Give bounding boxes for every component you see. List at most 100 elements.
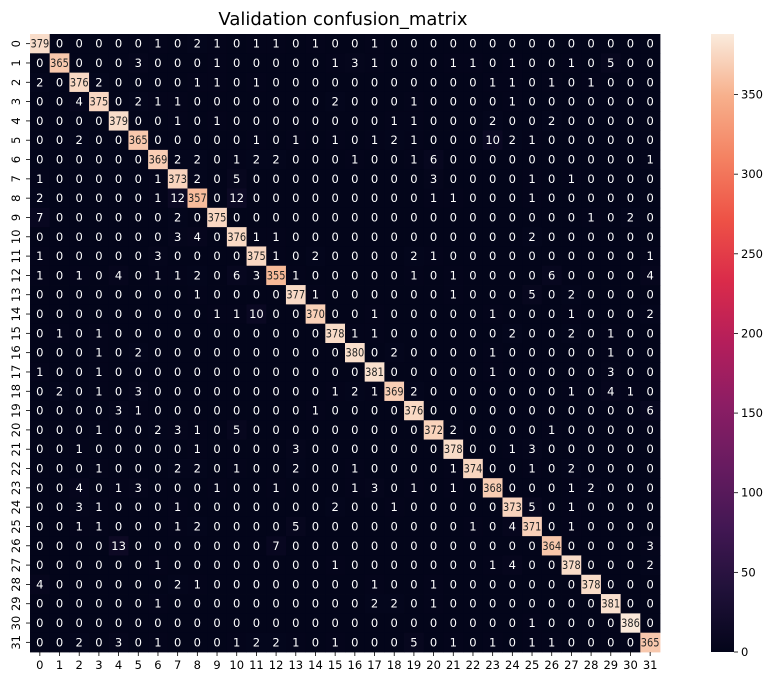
cell-value-label: 0 — [331, 346, 338, 360]
heatmap-cell — [167, 555, 188, 576]
cell-value-label: 2 — [312, 249, 319, 263]
cell-value-label: 0 — [391, 616, 398, 630]
cell-value-label: 0 — [607, 37, 614, 51]
heatmap-cell — [561, 91, 582, 112]
heatmap-cell — [581, 34, 602, 54]
cell-value-label: 0 — [115, 210, 122, 224]
heatmap-cell — [443, 497, 464, 518]
cell-value-label: 1 — [36, 365, 43, 379]
heatmap-cell — [285, 285, 307, 305]
heatmap-cell — [541, 497, 562, 518]
heatmap-cell — [463, 323, 484, 344]
heatmap-cell — [187, 304, 208, 325]
cell-value-label: 0 — [272, 519, 279, 533]
heatmap-cell — [167, 574, 188, 595]
cell-value-label: 0 — [646, 442, 653, 456]
cell-value-label: 0 — [430, 462, 437, 476]
heatmap-cell — [30, 169, 51, 189]
cell-value-label: 1 — [312, 288, 319, 302]
cell-value-label: 0 — [36, 230, 43, 244]
heatmap-cell — [463, 555, 484, 576]
heatmap-cell — [620, 285, 641, 305]
heatmap-cell — [285, 420, 307, 440]
cell-value-label: 0 — [95, 230, 102, 244]
heatmap-cell — [345, 362, 366, 383]
cell-value-label: 0 — [509, 249, 516, 263]
cell-value-label: 0 — [76, 114, 83, 128]
cell-value-label: 1 — [76, 519, 83, 533]
heatmap-cell — [305, 574, 326, 595]
cell-value-label: 0 — [115, 172, 122, 186]
cell-value-label: 0 — [371, 191, 378, 205]
cell-value-label: 0 — [587, 172, 594, 186]
heatmap-cell — [285, 555, 307, 576]
cell-value-label: 0 — [410, 75, 417, 89]
heatmap-cell — [482, 246, 503, 267]
cell-value-label: 0 — [233, 288, 240, 302]
cell-value-label: 0 — [469, 539, 476, 553]
heatmap-cell — [581, 439, 602, 460]
heatmap-cell — [502, 246, 523, 267]
cell-value-label: 1 — [233, 462, 240, 476]
cell-value-label: 0 — [509, 404, 516, 418]
cell-value-label: 0 — [469, 423, 476, 437]
cell-value-label: 3 — [528, 442, 535, 456]
cell-value-label: 0 — [410, 365, 417, 379]
y-tick-label: 28 — [9, 577, 23, 592]
heatmap-cell — [207, 632, 228, 653]
cell-value-label: 0 — [450, 172, 457, 186]
heatmap-cell — [364, 149, 385, 170]
heatmap-cell — [443, 516, 464, 537]
cell-value-label: 0 — [312, 519, 319, 533]
cell-value-label: 0 — [115, 442, 122, 456]
cell-value-label: 379 — [30, 37, 49, 51]
heatmap-cell-labels: 379 0 0 0 0 0 1 0 2 1 0 1 1 0 1 0 0 1 0 0 0 0 0 0 0 0 0 0 0 0 0 00 365 0 0… — [30, 37, 659, 650]
heatmap-cell — [561, 594, 582, 614]
heatmap-cell — [30, 574, 51, 595]
cell-value-label: 0 — [391, 191, 398, 205]
heatmap-cell — [404, 34, 425, 54]
heatmap-cell — [345, 285, 366, 305]
heatmap-cell — [226, 594, 247, 614]
heatmap-cell — [561, 458, 582, 479]
heatmap-cell — [482, 632, 503, 653]
cell-value-label: 1 — [194, 577, 201, 591]
heatmap-cell — [266, 439, 287, 460]
cell-value-label: 0 — [213, 191, 220, 205]
cell-value-label: 0 — [312, 346, 319, 360]
cell-value-label: 0 — [233, 481, 240, 495]
heatmap-cell — [187, 497, 208, 518]
heatmap-cell — [285, 149, 307, 170]
heatmap-cell — [600, 72, 622, 93]
cell-value-label: 2 — [194, 172, 201, 186]
heatmap-cell — [69, 555, 90, 576]
heatmap-cell — [187, 265, 208, 286]
heatmap-cell — [463, 188, 484, 209]
cell-value-label: 0 — [194, 365, 201, 379]
cell-value-label: 0 — [410, 37, 417, 51]
heatmap-cell — [463, 265, 484, 286]
cell-value-label: 0 — [115, 153, 122, 167]
heatmap-cell — [463, 34, 484, 54]
cell-value-label: 0 — [627, 558, 634, 572]
cell-value-label: 0 — [450, 249, 457, 263]
cell-value-label: 0 — [213, 249, 220, 263]
heatmap-cell — [69, 91, 90, 112]
heatmap-cell — [285, 343, 307, 363]
heatmap-cell — [620, 362, 641, 383]
cell-value-label: 0 — [528, 249, 535, 263]
cell-value-label: 0 — [331, 519, 338, 533]
heatmap-cell — [226, 149, 247, 170]
cell-value-label: 0 — [154, 133, 161, 147]
cell-value-label: 0 — [213, 423, 220, 437]
heatmap-cell — [581, 343, 602, 363]
cell-value-label: 0 — [371, 500, 378, 514]
cell-value-label: 0 — [194, 114, 201, 128]
heatmap-cell — [305, 439, 326, 460]
cell-value-label: 0 — [430, 404, 437, 418]
cell-value-label: 0 — [450, 133, 457, 147]
heatmap-cell — [226, 516, 247, 537]
heatmap-cell — [89, 458, 110, 479]
heatmap-cell — [148, 207, 169, 228]
heatmap-cell — [620, 478, 641, 498]
